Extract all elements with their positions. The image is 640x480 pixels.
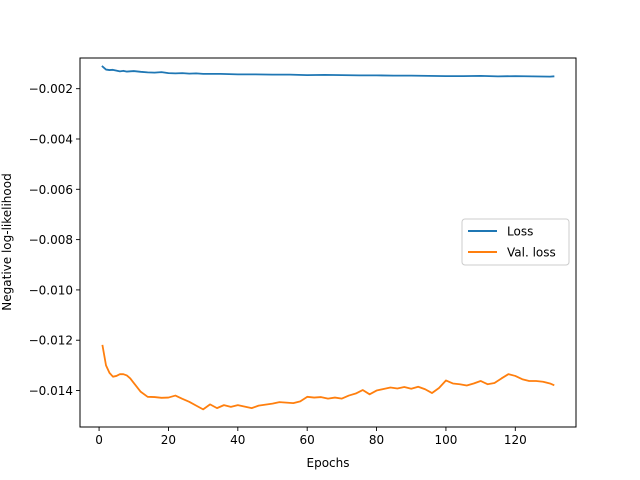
y-tick-label: −0.010 — [29, 283, 73, 297]
y-tick-label: −0.014 — [29, 384, 73, 398]
y-axis-label: Negative log-likelihood — [0, 173, 14, 310]
plot-lines — [101, 65, 555, 411]
x-tick-label: 80 — [369, 433, 384, 447]
x-tick-label: 40 — [230, 433, 245, 447]
legend-label-val-loss: Val. loss — [507, 246, 556, 260]
x-axis-ticks: 0 20 40 60 80 100 120 — [95, 427, 527, 447]
x-tick-label: 20 — [161, 433, 176, 447]
y-axis-ticks: −0.002 −0.004 −0.006 −0.008 −0.010 −0.012 −0.0… — [29, 82, 80, 398]
series-line-val-loss — [101, 344, 555, 411]
x-axis-label: Epochs — [307, 456, 350, 470]
y-tick-label: −0.012 — [29, 334, 73, 348]
legend: Loss Val. loss — [461, 218, 570, 266]
x-tick-label: 120 — [504, 433, 527, 447]
legend-label-loss: Loss — [507, 225, 533, 239]
y-tick-label: −0.006 — [29, 183, 73, 197]
series-line-loss — [101, 65, 555, 78]
y-tick-label: −0.008 — [29, 233, 73, 247]
plot-frame — [79, 57, 577, 428]
x-tick-label: 100 — [434, 433, 457, 447]
y-tick-label: −0.004 — [29, 132, 73, 146]
x-tick-label: 60 — [300, 433, 315, 447]
y-tick-label: −0.002 — [29, 82, 73, 96]
x-tick-label: 0 — [95, 433, 103, 447]
